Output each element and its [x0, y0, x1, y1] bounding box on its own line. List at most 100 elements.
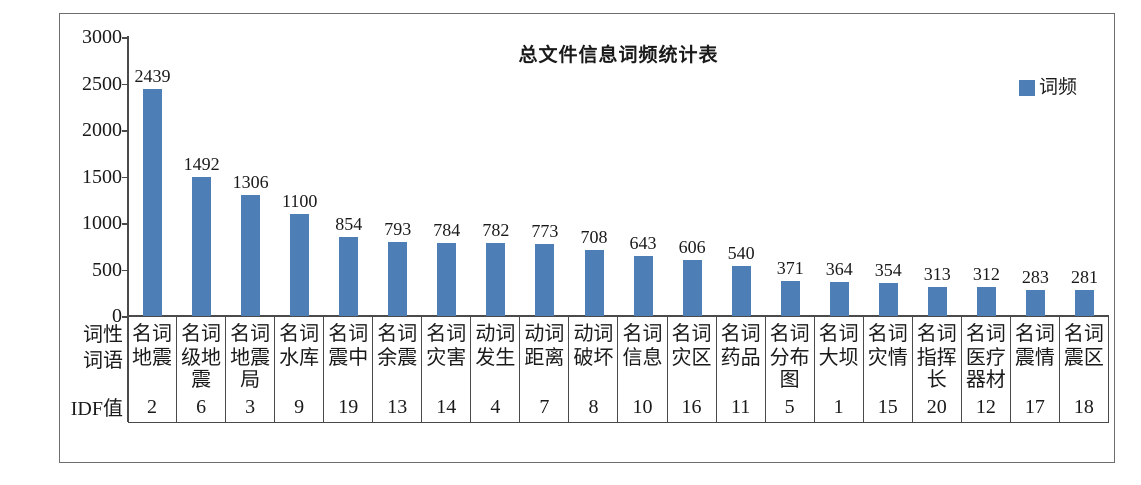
cell-idf-value: 9: [294, 396, 305, 418]
table-column-cell: 名词 震中 19: [324, 316, 374, 422]
table-column-cell: 名词 震情 17: [1011, 316, 1060, 422]
cell-word-value: 震情: [1014, 347, 1055, 369]
cell-word-value: 灾情: [867, 347, 908, 369]
cell-word-value: 水库: [279, 347, 320, 369]
y-tick-mark: [122, 269, 127, 271]
y-tick-mark: [122, 130, 127, 132]
bar-value-label: 1100: [282, 191, 318, 211]
y-tick-mark: [122, 176, 127, 178]
cell-word-value: 地震局: [230, 347, 271, 391]
bar-value-label: 371: [776, 258, 804, 278]
cell-word-value: 指挥长: [916, 347, 957, 391]
bar: [633, 256, 653, 316]
cell-word-value: 级地震: [181, 347, 222, 391]
bar: [290, 214, 310, 316]
cell-idf-value: 4: [490, 396, 501, 418]
bar: [976, 287, 996, 316]
table-row-header-idf: IDF值: [70, 398, 123, 420]
cell-idf-value: 11: [730, 396, 751, 418]
cell-pos-value: 名词: [818, 323, 859, 345]
table-column-cell: 名词 级地震 6: [177, 316, 227, 422]
table-column-cell: 名词 水库 9: [275, 316, 325, 422]
bar: [535, 244, 555, 316]
table-column-cell: 名词 大坝 1: [815, 316, 864, 422]
cell-pos-value: 名词: [720, 323, 761, 345]
cell-idf-value: 18: [1073, 396, 1094, 418]
bar-value-label: 354: [874, 260, 902, 280]
chart-title: 总文件信息词频统计表: [518, 45, 719, 66]
bar: [388, 242, 408, 316]
bar: [829, 282, 849, 316]
bar-value-label: 784: [433, 220, 461, 240]
y-tick-label: 2000: [82, 119, 122, 141]
cell-pos-value: 名词: [132, 323, 173, 345]
cell-pos-value: 名词: [279, 323, 320, 345]
cell-word-value: 破坏: [573, 347, 614, 369]
table-column-cell: 名词 震区 18: [1060, 316, 1108, 422]
cell-pos-value: 名词: [916, 323, 957, 345]
table-column-cell: 名词 余震 13: [373, 316, 423, 422]
bar-value-label: 708: [580, 227, 608, 247]
bar-value-label: 854: [335, 214, 363, 234]
bar: [927, 287, 947, 316]
cell-pos-value: 动词: [475, 323, 516, 345]
bar: [1075, 290, 1094, 316]
y-tick-mark: [122, 37, 127, 39]
cell-word-value: 信息: [622, 347, 663, 369]
cell-pos-value: 名词: [181, 323, 222, 345]
cell-pos-value: 名词: [328, 323, 369, 345]
cell-idf-value: 3: [245, 396, 256, 418]
cell-pos-value: 名词: [671, 323, 712, 345]
bar-value-label: 1306: [232, 172, 269, 192]
bar-value-label: 643: [629, 233, 657, 253]
table-row-header-word: 词语: [83, 350, 123, 372]
cell-word-value: 医疗器材: [965, 347, 1006, 391]
cell-word-value: 地震: [132, 347, 173, 369]
bar-value-label: 540: [727, 243, 755, 263]
y-tick-label: 3000: [82, 26, 122, 48]
table-column-cell: 名词 灾情 15: [864, 316, 913, 422]
cell-idf-value: 15: [877, 396, 898, 418]
bar-value-label: 364: [825, 259, 853, 279]
bar: [584, 250, 604, 316]
cell-pos-value: 名词: [230, 323, 271, 345]
cell-word-value: 发生: [475, 347, 516, 369]
table-column-cell: 名词 医疗器材 12: [962, 316, 1011, 422]
y-tick-mark: [122, 223, 127, 225]
cell-word-value: 灾害: [426, 347, 467, 369]
bar: [192, 177, 212, 316]
cell-word-value: 分布图: [769, 347, 810, 391]
legend-label: 词频: [1039, 77, 1078, 98]
cell-idf-value: 14: [436, 396, 457, 418]
cell-word-value: 灾区: [671, 347, 712, 369]
table-column-cell: 名词 地震局 3: [226, 316, 276, 422]
cell-idf-value: 8: [588, 396, 599, 418]
cell-word-value: 距离: [524, 347, 565, 369]
bar: [143, 89, 162, 316]
bar-value-label: 606: [678, 237, 706, 257]
cell-word-value: 药品: [720, 347, 761, 369]
cell-idf-value: 17: [1024, 396, 1045, 418]
table-column-cell: 动词 破坏 8: [569, 316, 619, 422]
cell-pos-value: 名词: [1063, 323, 1104, 345]
bar: [486, 243, 506, 316]
bar: [1025, 290, 1045, 316]
bar-value-label: 281: [1071, 267, 1098, 287]
y-tick-label: 2500: [82, 72, 122, 95]
table-column-cell: 名词 地震 2: [128, 316, 178, 422]
cell-pos-value: 名词: [965, 323, 1006, 345]
table-row-header-pos: 词性: [83, 324, 123, 346]
table-column-cell: 名词 信息 10: [618, 316, 668, 422]
bar-value-label: 782: [482, 220, 510, 240]
y-tick-label: 1500: [82, 165, 122, 188]
bar-value-label: 312: [972, 264, 1000, 284]
cell-idf-value: 16: [681, 396, 702, 418]
cell-pos-value: 名词: [426, 323, 467, 345]
y-tick-mark: [122, 316, 127, 318]
y-tick-label: 0: [112, 305, 122, 327]
y-tick-mark: [122, 83, 127, 85]
bar: [780, 281, 800, 316]
cell-idf-value: 2: [147, 396, 158, 418]
table-column-cell: 名词 灾区 16: [668, 316, 717, 422]
table-column-cell: 动词 距离 7: [520, 316, 570, 422]
